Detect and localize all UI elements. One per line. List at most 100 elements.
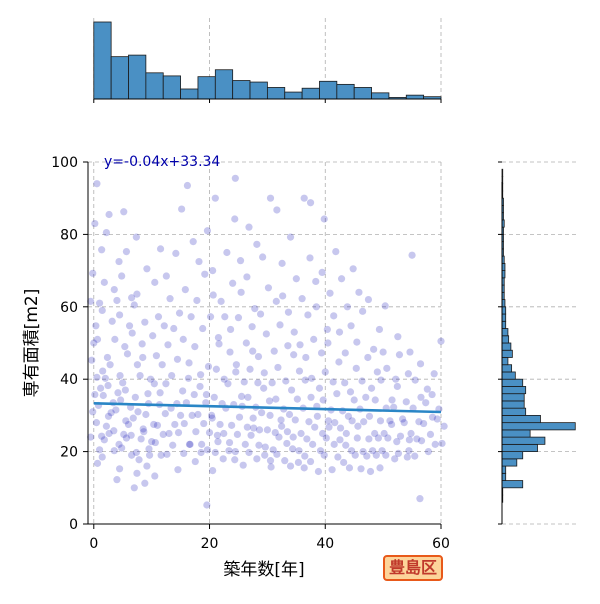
scatter-point xyxy=(253,240,261,248)
scatter-point xyxy=(204,362,213,371)
scatter-point xyxy=(341,379,349,387)
scatter-point xyxy=(316,447,325,455)
scatter-point xyxy=(428,413,437,421)
scatter-point xyxy=(358,377,366,385)
scatter-point xyxy=(393,438,401,446)
y-hist-bar xyxy=(501,349,513,358)
y-hist-bar xyxy=(501,313,507,322)
scatter-point xyxy=(97,384,105,392)
scatter-point xyxy=(259,253,267,261)
scatter-point xyxy=(210,393,218,401)
scatter-point xyxy=(422,399,430,407)
x-hist-bar xyxy=(128,54,147,100)
scatter-point xyxy=(293,395,301,403)
scatter-point xyxy=(283,439,291,448)
y-tick-label: 0 xyxy=(69,517,78,533)
scatter-point xyxy=(132,448,140,457)
scatter-point xyxy=(208,414,216,422)
scatter-point xyxy=(105,210,113,219)
x-hist-bar xyxy=(301,87,320,100)
scatter-point xyxy=(262,330,270,338)
y-hist-bar xyxy=(501,407,527,416)
scatter-point xyxy=(266,457,275,465)
scatter-point xyxy=(273,450,281,458)
scatter-point xyxy=(271,428,279,437)
scatter-point xyxy=(426,430,435,439)
scatter-point xyxy=(336,436,344,444)
scatter-point xyxy=(226,348,234,356)
scatter-point xyxy=(255,426,264,434)
scatter-point xyxy=(297,429,305,438)
scatter-point xyxy=(178,205,186,213)
scatter-point xyxy=(307,393,315,401)
scatter-point xyxy=(174,466,182,474)
scatter-point xyxy=(285,410,294,419)
scatter-point xyxy=(141,479,149,487)
scatter-point xyxy=(221,313,229,321)
scatter-point xyxy=(306,199,315,207)
scatter-point xyxy=(325,423,333,431)
scatter-point xyxy=(395,351,404,359)
scatter-point xyxy=(93,373,101,381)
y-tick-label: 40 xyxy=(60,372,78,388)
scatter-point xyxy=(279,292,287,300)
scatter-point xyxy=(98,246,106,254)
scatter-point xyxy=(189,238,197,246)
scatter-point xyxy=(282,377,290,385)
scatter-point xyxy=(354,422,362,430)
scatter-point xyxy=(390,403,398,411)
scatter-point xyxy=(371,429,379,438)
scatter-point xyxy=(370,345,378,353)
scatter-point xyxy=(345,464,354,472)
x-hist-bar xyxy=(197,76,216,100)
scatter-point xyxy=(366,467,375,476)
scatter-point xyxy=(232,368,240,376)
x-hist-bar xyxy=(145,72,164,100)
scatter-point xyxy=(344,412,353,420)
x-hist-bar xyxy=(93,21,112,100)
scatter-point xyxy=(304,311,312,319)
scatter-point xyxy=(391,455,399,463)
scatter-point xyxy=(264,284,273,292)
scatter-point xyxy=(162,272,170,280)
scatter-point xyxy=(424,448,432,456)
scatter-point xyxy=(153,421,162,429)
scatter-point xyxy=(118,444,126,452)
regression-line xyxy=(93,402,442,414)
regression-line-path xyxy=(93,402,442,414)
scatter-point xyxy=(330,312,338,320)
scatter-point xyxy=(300,464,308,472)
scatter-point xyxy=(128,294,136,302)
scatter-point xyxy=(423,385,431,393)
scatter-point xyxy=(278,422,286,430)
scatter-point xyxy=(303,435,311,443)
scatter-point xyxy=(193,296,201,305)
y-hist-bar xyxy=(501,436,546,445)
scatter-point xyxy=(98,453,106,461)
scatter-point xyxy=(147,375,155,383)
scatter-point xyxy=(231,215,239,223)
scatter-point xyxy=(91,219,99,228)
scatter-point xyxy=(100,436,108,444)
scatter-point xyxy=(275,433,283,441)
scatter-point xyxy=(405,447,413,455)
y-tick-label: 80 xyxy=(60,227,78,243)
x-hist-bar xyxy=(180,88,199,100)
scatter-point xyxy=(243,273,251,281)
scatter-point xyxy=(150,380,158,388)
scatter-point xyxy=(278,259,286,267)
scatter-point xyxy=(430,370,438,378)
scatter-point xyxy=(333,390,341,398)
y-hist-bar xyxy=(501,451,524,460)
scatter-point xyxy=(151,278,159,286)
scatter-point xyxy=(154,313,163,321)
scatter-point xyxy=(277,416,285,424)
y-hist-bar xyxy=(501,393,525,402)
scatter-point xyxy=(249,347,257,355)
scatter-point xyxy=(411,452,419,460)
scatter-point xyxy=(159,430,167,439)
scatter-point xyxy=(317,349,326,357)
scatter-point xyxy=(226,325,235,334)
scatter-point xyxy=(319,429,327,438)
scatter-point xyxy=(130,301,138,309)
